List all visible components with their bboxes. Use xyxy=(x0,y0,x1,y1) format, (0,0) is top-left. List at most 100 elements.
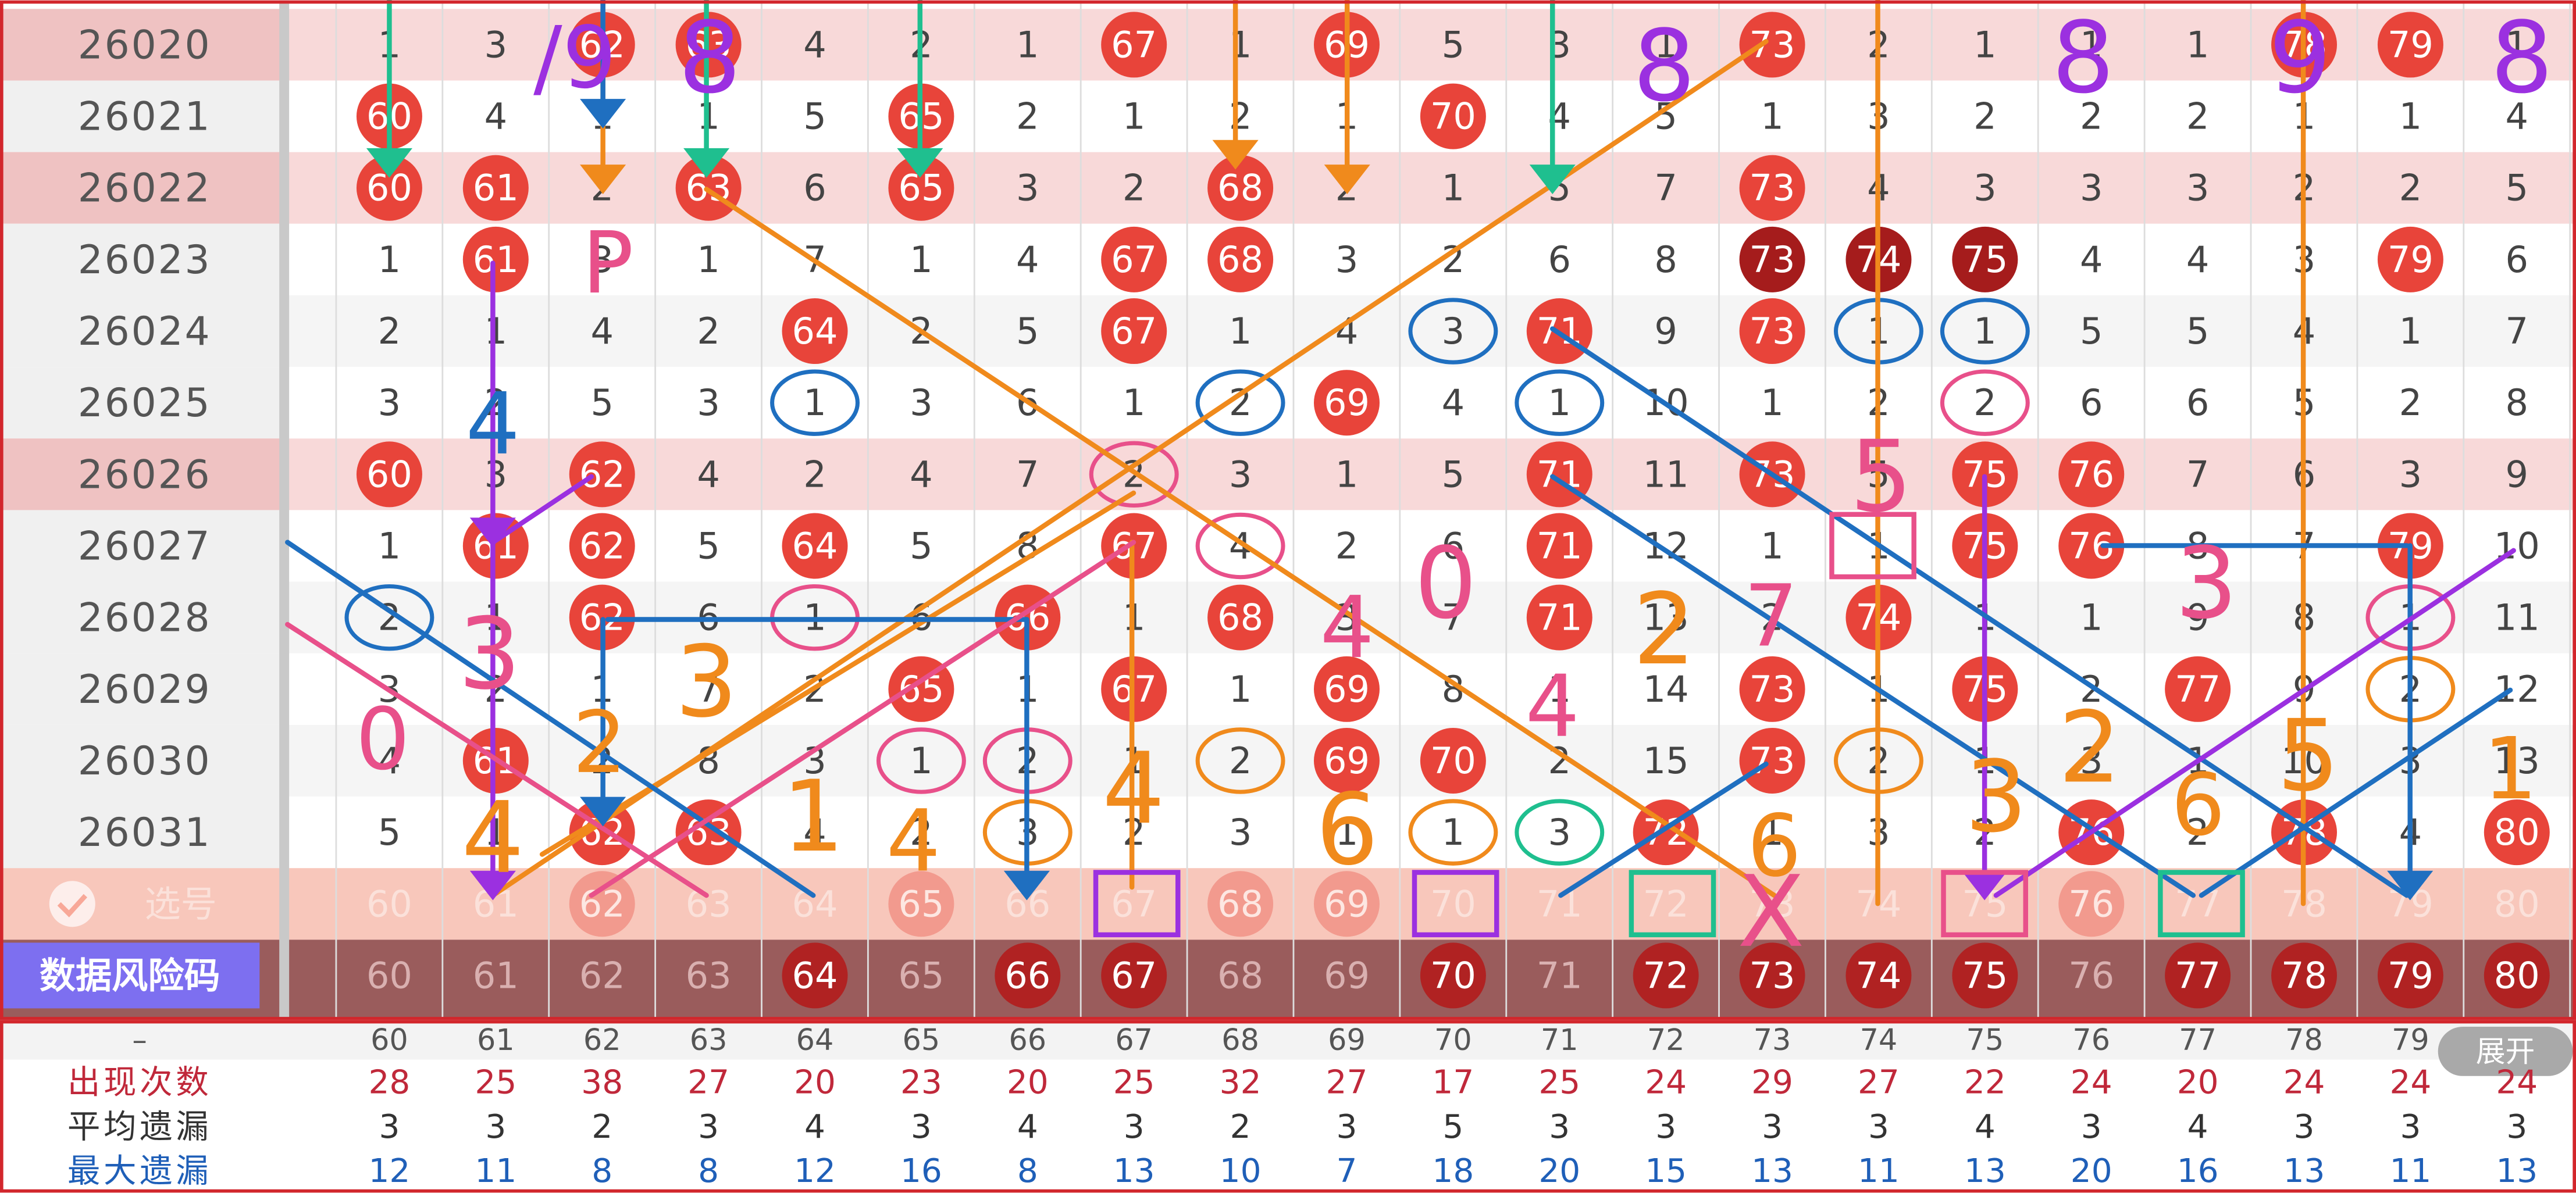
ball xyxy=(1313,656,1380,722)
annotation: 1 xyxy=(782,759,845,874)
cell-value: 1 xyxy=(697,238,720,281)
stats-value: 22 xyxy=(1964,1064,2006,1102)
stats-value: 32 xyxy=(1220,1064,1262,1102)
cell-value: 13 xyxy=(2494,740,2540,782)
cell-value: 9 xyxy=(2506,453,2529,495)
cell-value: 1 xyxy=(1973,23,1997,66)
cell-value: 73 xyxy=(1750,740,1795,782)
cell-value: 3 xyxy=(910,381,933,424)
cell-value: 74 xyxy=(1855,954,1901,996)
ring xyxy=(344,584,434,651)
stats-value: 24 xyxy=(1645,1064,1687,1102)
ball xyxy=(2484,942,2550,1009)
cell-value: 4 xyxy=(590,310,614,352)
cell-value: 7 xyxy=(2506,310,2529,352)
stats-value: 27 xyxy=(1858,1064,1900,1102)
cell-value: 3 xyxy=(484,23,508,66)
stats-value: 3 xyxy=(2506,1108,2527,1146)
stroke xyxy=(1550,326,2410,898)
ball xyxy=(1845,942,1912,1009)
pick-label: 选号 xyxy=(145,883,217,925)
row-backgrounds xyxy=(0,0,2576,1019)
cell-value: 3 xyxy=(378,381,401,424)
ball xyxy=(1207,155,1274,221)
cell-value: 1 xyxy=(2399,310,2422,352)
cell-value: 80 xyxy=(2494,954,2540,996)
cell-value: 61 xyxy=(473,238,519,281)
stats-value: 20 xyxy=(1538,1152,1580,1190)
cell-value: 62 xyxy=(579,525,625,567)
cell-value: 1 xyxy=(484,596,508,639)
cell-value: 1 xyxy=(1123,381,1146,424)
arrow-head xyxy=(1212,140,1259,170)
annotation: 3 xyxy=(458,596,521,711)
ball xyxy=(2271,942,2338,1009)
stats-header: 68 xyxy=(1221,1023,1259,1057)
cell-value: 69 xyxy=(1324,381,1370,424)
stats-header: 79 xyxy=(2392,1023,2429,1057)
expand-button[interactable]: 展开 xyxy=(2476,1034,2535,1069)
cell-value: 62 xyxy=(579,954,625,996)
period: 26024 xyxy=(78,308,212,354)
row-bg xyxy=(0,152,2576,224)
period: 26031 xyxy=(78,809,212,855)
annotation: 2 xyxy=(1633,572,1695,687)
cell-value: 3 xyxy=(1973,167,1997,209)
cell-value: 1 xyxy=(910,238,933,281)
cell-value: 63 xyxy=(686,883,732,925)
cell-value: 1 xyxy=(378,238,401,281)
period-bg xyxy=(0,9,283,81)
cell-value: 75 xyxy=(1962,954,2008,996)
ball xyxy=(1739,155,1805,221)
cell-value: 4 xyxy=(1016,238,1039,281)
stats-header: 71 xyxy=(1541,1023,1579,1057)
cell-value: 4 xyxy=(803,23,826,66)
ball xyxy=(356,441,422,508)
annotation: 8 xyxy=(2491,1,2553,115)
cell-value: 14 xyxy=(1643,668,1689,710)
period: 26025 xyxy=(78,380,212,426)
ball xyxy=(782,513,848,579)
cell-value: 60 xyxy=(366,883,412,925)
cell-value: 4 xyxy=(803,811,826,853)
stroke xyxy=(1558,761,1769,898)
annotation: 4 xyxy=(1320,578,1374,677)
cell-value: 11 xyxy=(2494,596,2540,639)
cell-value: 61 xyxy=(473,954,519,996)
cell-value: 7 xyxy=(1654,167,1677,209)
cell-value: 60 xyxy=(366,453,412,495)
cell-value: 2 xyxy=(697,310,720,352)
ring xyxy=(1408,799,1498,866)
cell-value: 3 xyxy=(1016,167,1039,209)
annotation: 5 xyxy=(1850,419,1912,534)
cell-value: 6 xyxy=(2506,238,2529,281)
period-bg xyxy=(0,796,283,869)
ball xyxy=(1207,226,1274,292)
cell-value: 5 xyxy=(378,811,401,853)
period: 26027 xyxy=(78,523,212,569)
cell-value: 5 xyxy=(697,525,720,567)
stats-value: 13 xyxy=(2283,1152,2325,1190)
stroke xyxy=(1993,548,2516,898)
cell-value: 67 xyxy=(1111,23,1157,66)
cell-value: 8 xyxy=(1654,238,1677,281)
stats-value: 16 xyxy=(900,1152,942,1190)
stats-header: 64 xyxy=(796,1023,834,1057)
cell-value: 1 xyxy=(1548,668,1572,710)
cell-value: 6 xyxy=(1442,525,1465,567)
stats-value: 10 xyxy=(1220,1152,1262,1190)
annotation: 4 xyxy=(1102,731,1165,846)
ball xyxy=(782,942,848,1009)
cell-value: 1 xyxy=(1973,310,1997,352)
annotation: X xyxy=(1737,855,1805,969)
stroke xyxy=(704,187,1777,898)
cell-value: 5 xyxy=(2506,167,2529,209)
stats-value: 24 xyxy=(2071,1064,2112,1102)
stats-value: 8 xyxy=(1017,1152,1038,1190)
annotation: 8 xyxy=(1633,9,1695,123)
stats-value: 4 xyxy=(1017,1108,1038,1146)
ball xyxy=(2058,513,2125,579)
stats-value: 3 xyxy=(2294,1108,2315,1146)
cell-value: 65 xyxy=(898,883,944,925)
row-bg xyxy=(0,367,2576,439)
